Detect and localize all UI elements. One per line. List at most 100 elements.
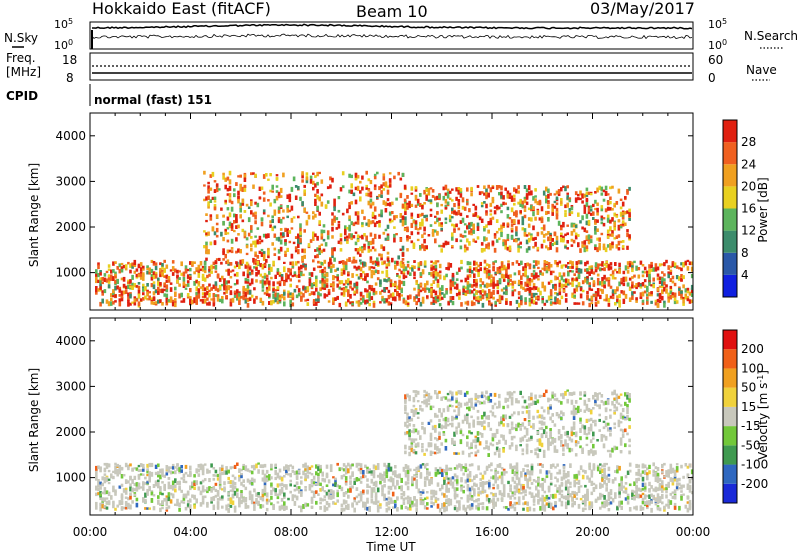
echo-cell (411, 223, 414, 228)
echo-cell (216, 183, 219, 186)
echo-cell (624, 196, 627, 199)
echo-cell (413, 266, 416, 269)
echo-cell (307, 475, 310, 478)
echo-cell (541, 272, 544, 275)
echo-cell (625, 294, 628, 299)
echo-cell (370, 249, 373, 252)
echo-cell (601, 193, 604, 196)
echo-cell (386, 287, 389, 290)
echo-cell (537, 495, 540, 498)
echo-cell (166, 473, 169, 476)
echo-cell (458, 296, 461, 300)
echo-cell (451, 245, 454, 247)
echo-cell (445, 218, 448, 221)
echo-cell (236, 463, 239, 467)
echo-cell (598, 243, 601, 247)
echo-cell (650, 301, 653, 304)
power-y-axis-title: Slant Range [km] (27, 163, 41, 267)
echo-cell (268, 281, 271, 286)
echo-cell (270, 267, 273, 272)
echo-cell (392, 478, 395, 482)
echo-cell (566, 203, 569, 208)
echo-cell (265, 173, 268, 177)
echo-cell (108, 282, 111, 284)
echo-cell (477, 487, 480, 490)
echo-cell (496, 231, 499, 234)
echo-cell (255, 279, 258, 282)
echo-cell (271, 191, 274, 193)
echo-cell (346, 209, 349, 214)
echo-cell (104, 289, 107, 293)
echo-cell (370, 195, 373, 197)
echo-cell (595, 269, 598, 272)
echo-cell (326, 278, 329, 282)
echo-cell (248, 217, 251, 222)
echo-cell (596, 208, 599, 213)
echo-cell (440, 204, 443, 206)
echo-cell (477, 507, 480, 510)
echo-cell (104, 473, 107, 476)
echo-cell (402, 216, 405, 219)
echo-cell (515, 232, 518, 237)
echo-cell (342, 260, 345, 265)
echo-cell (208, 284, 211, 287)
echo-cell (543, 228, 546, 231)
echo-cell (144, 286, 147, 290)
echo-cell (291, 227, 294, 229)
echo-cell (264, 464, 267, 468)
echo-cell (236, 272, 239, 277)
echo-cell (450, 502, 453, 506)
echo-cell (178, 508, 181, 512)
echo-cell (556, 247, 559, 252)
echo-cell (207, 232, 210, 236)
echo-cell (507, 224, 510, 226)
echo-cell (561, 296, 564, 300)
echo-cell (235, 214, 238, 218)
echo-cell (225, 290, 228, 294)
echo-cell (458, 199, 461, 202)
echo-cell (300, 491, 303, 494)
echo-cell (185, 481, 188, 483)
echo-cell (470, 187, 473, 191)
echo-cell (237, 233, 240, 236)
echo-cell (324, 499, 327, 501)
echo-cell (597, 274, 600, 277)
echo-cell (210, 463, 213, 467)
echo-cell (195, 480, 198, 485)
echo-cell (229, 171, 232, 176)
echo-cell (343, 270, 346, 275)
echo-cell (556, 197, 559, 201)
echo-cell (377, 463, 380, 467)
echo-cell (316, 207, 319, 211)
echo-cell (400, 240, 403, 242)
echo-cell (460, 213, 463, 216)
echo-cell (590, 209, 593, 212)
echo-cell (578, 282, 581, 286)
echo-cell (351, 485, 354, 488)
echo-cell (286, 216, 289, 219)
noise-search-line (92, 34, 692, 38)
echo-cell (411, 204, 414, 207)
echo-cell (494, 210, 497, 214)
echo-cell (324, 260, 327, 264)
echo-cell (413, 243, 416, 248)
echo-cell (276, 185, 279, 187)
echo-cell (349, 480, 352, 483)
echo-cell (445, 274, 448, 278)
echo-cell (672, 276, 675, 280)
echo-cell (407, 481, 410, 484)
echo-cell (303, 255, 306, 259)
echo-cell (503, 495, 506, 498)
echo-cell (441, 285, 444, 288)
echo-cell (532, 211, 535, 216)
echo-cell (307, 503, 310, 506)
echo-cell (159, 486, 162, 489)
echo-cell (505, 291, 508, 296)
echo-cell (277, 286, 280, 289)
echo-cell (203, 171, 206, 175)
echo-cell (311, 473, 314, 475)
echo-cell (547, 205, 550, 209)
echo-cell (628, 187, 631, 191)
echo-cell (419, 193, 422, 197)
